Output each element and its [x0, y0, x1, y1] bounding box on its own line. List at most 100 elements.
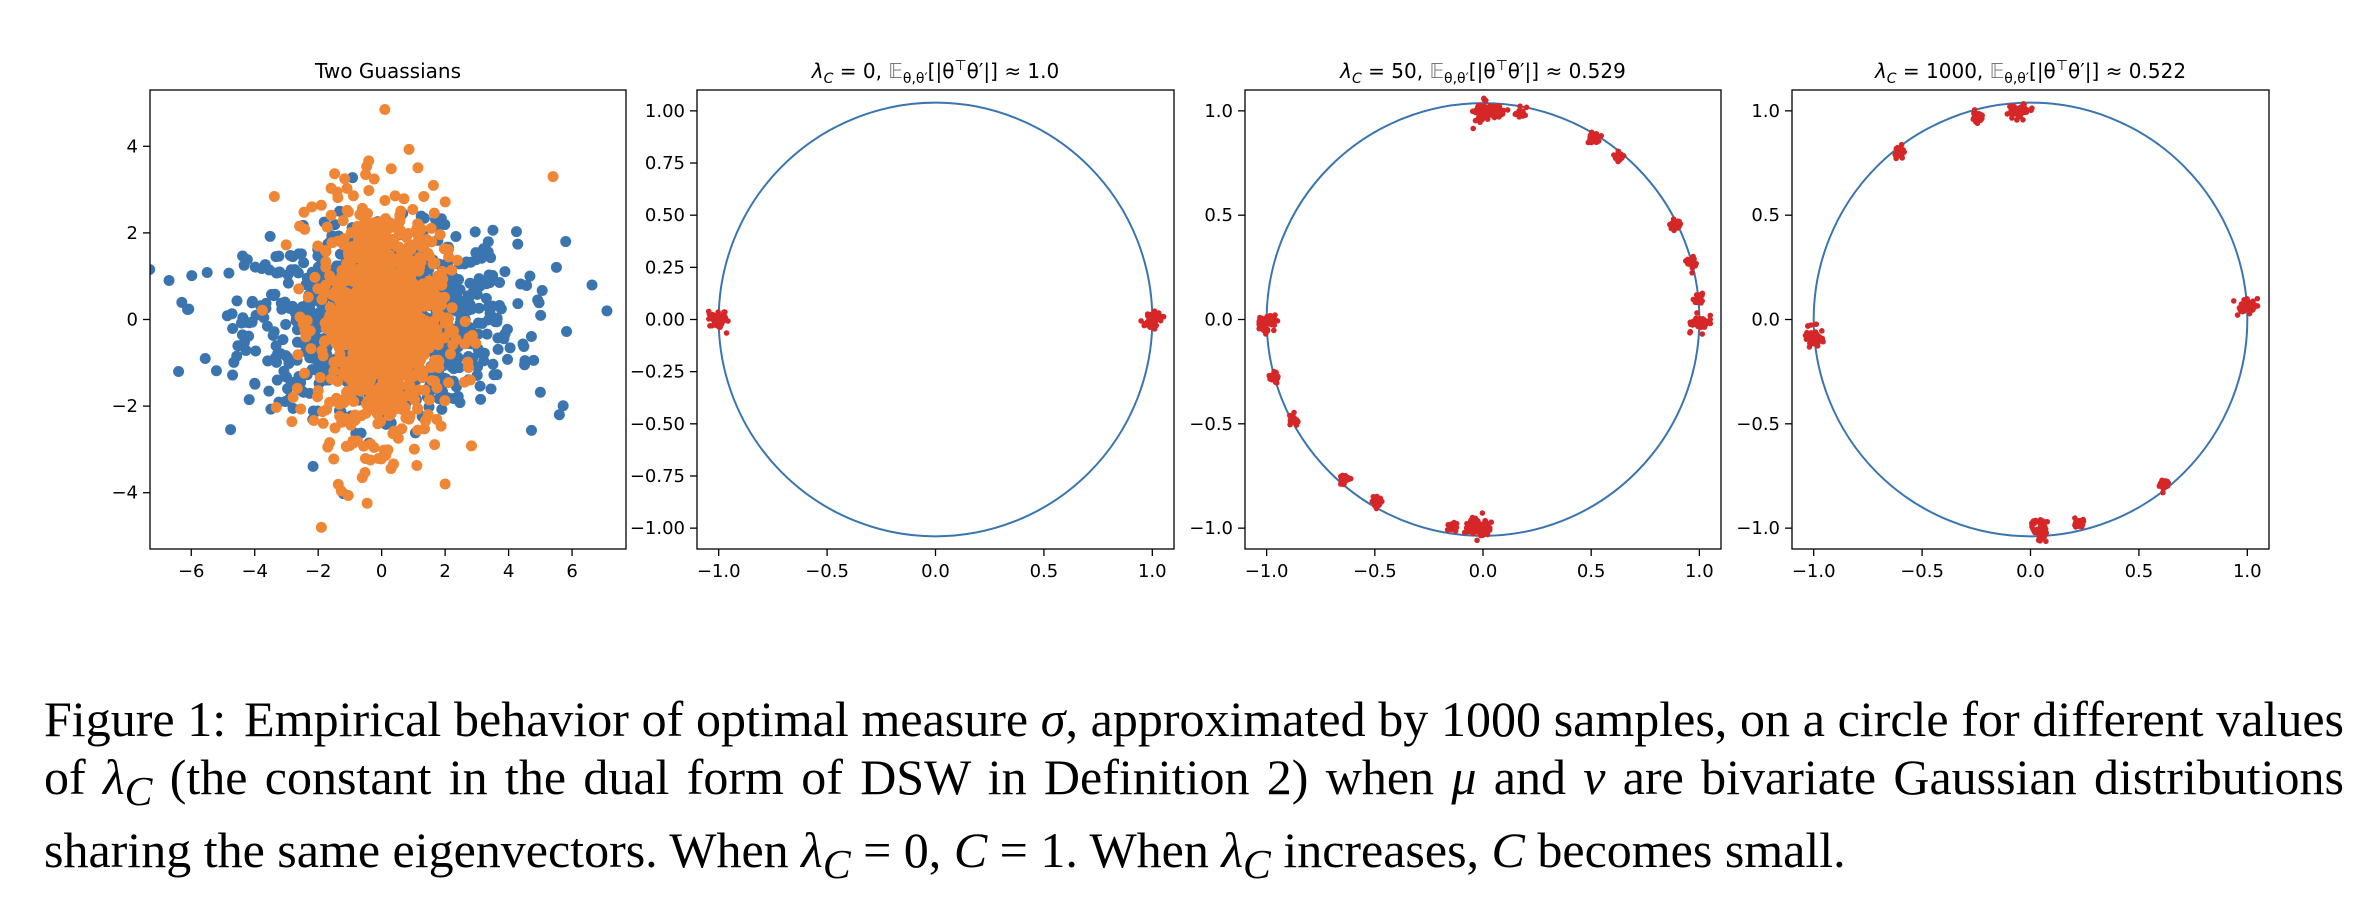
caption-text-9: becomes small.	[1524, 822, 1846, 878]
y-tick-label: 0.75	[645, 153, 685, 174]
orange-point	[444, 326, 456, 338]
sample-point	[1147, 324, 1154, 331]
orange-point	[308, 414, 320, 426]
orange-point	[385, 163, 397, 175]
y-tick-label: 1.00	[645, 101, 685, 122]
orange-point	[365, 401, 377, 413]
orange-point	[325, 209, 337, 221]
blue-point	[270, 251, 282, 263]
orange-point	[320, 322, 332, 334]
blue-point	[550, 261, 562, 273]
panel-title: λC = 50, 𝔼θ,θ′[|θ⊤θ′|] ≈ 0.529	[1339, 58, 1626, 87]
sample-point	[1480, 107, 1486, 114]
orange-point	[298, 206, 310, 218]
sample-point	[1517, 103, 1523, 109]
caption-mu: μ	[1451, 749, 1477, 805]
x-tick-label: 1.0	[2233, 561, 2262, 582]
sample-point	[1687, 260, 1694, 267]
orange-point	[411, 367, 423, 379]
blue-point	[498, 333, 510, 345]
caption-text-2: , approximated by 1000 samples, on a cir…	[44, 691, 2345, 805]
x-tick-label: −0.5	[1353, 561, 1397, 582]
blue-point	[470, 254, 482, 266]
orange-point	[373, 388, 385, 400]
orange-point	[402, 295, 414, 307]
panel-title: Two Guassians	[314, 59, 461, 83]
orange-point	[362, 262, 374, 274]
orange-point	[393, 280, 405, 292]
caption-sigma: σ	[1040, 691, 1066, 747]
orange-point	[397, 391, 409, 403]
x-tick-label: −6	[178, 561, 205, 582]
blue-point	[237, 312, 249, 324]
sample-point	[1481, 95, 1487, 102]
sample-point	[1691, 256, 1697, 262]
blue-point	[298, 257, 310, 269]
orange-point	[437, 273, 449, 285]
y-tick-label: 0	[127, 310, 138, 331]
orange-point	[319, 245, 331, 257]
sample-point	[2007, 103, 2013, 110]
sample-point	[1698, 297, 1705, 304]
orange-point	[400, 262, 412, 274]
orange-point	[280, 239, 292, 251]
blue-point	[249, 377, 261, 389]
sample-point	[2246, 305, 2253, 311]
unit-circle	[1265, 102, 1701, 537]
caption-text-4: and	[1476, 749, 1584, 805]
sample-point	[2020, 116, 2026, 123]
sample-point	[1479, 510, 1486, 516]
sample-point	[1492, 111, 1499, 118]
orange-point	[391, 340, 403, 352]
sample-point	[1138, 318, 1144, 324]
sample-point	[1475, 520, 1481, 526]
sample-point	[2014, 117, 2020, 123]
blue-point	[499, 266, 511, 278]
orange-point	[420, 415, 432, 427]
orange-point	[381, 289, 393, 301]
blue-point	[492, 343, 504, 355]
sample-point	[1160, 313, 1167, 320]
blue-point	[268, 326, 280, 338]
sample-point	[1979, 115, 1985, 122]
unit-circle	[717, 101, 1154, 538]
sample-point	[2043, 538, 2049, 545]
orange-point	[444, 348, 456, 360]
orange-point	[464, 374, 476, 386]
y-tick-label: 2	[127, 223, 138, 244]
blue-point	[518, 340, 530, 352]
orange-point	[356, 222, 368, 234]
orange-point	[397, 347, 409, 359]
x-tick-label: 0.0	[921, 561, 950, 582]
orange-point	[413, 283, 425, 295]
orange-point	[362, 376, 374, 388]
sample-point	[1465, 524, 1471, 531]
orange-point	[410, 238, 422, 250]
axes-frame	[696, 89, 1175, 550]
orange-point	[336, 270, 348, 282]
orange-point	[547, 171, 559, 183]
x-tick-label: 0.5	[2125, 561, 2154, 582]
caption-c-2: C	[1491, 822, 1525, 878]
orange-point	[292, 349, 304, 361]
orange-point	[315, 199, 327, 211]
x-tick-label: 1.0	[1685, 561, 1714, 582]
blue-point	[512, 298, 524, 310]
sample-point	[2009, 115, 2015, 121]
orange-point	[400, 358, 412, 370]
blue-point	[560, 236, 572, 248]
orange-point	[287, 391, 299, 403]
y-tick-label: −1.0	[1189, 518, 1233, 539]
orange-point	[315, 521, 327, 533]
orange-point	[329, 168, 341, 180]
orange-point	[385, 408, 397, 420]
x-tick-label: −0.5	[1900, 561, 1944, 582]
sample-point	[1694, 310, 1700, 316]
panel-title: λC = 0, 𝔼θ,θ′[|θ⊤θ′|] ≈ 1.0	[811, 58, 1060, 87]
orange-point	[268, 190, 280, 202]
orange-point	[351, 435, 363, 447]
blue-point	[476, 317, 488, 329]
y-tick-label: −0.75	[630, 466, 685, 487]
orange-point	[318, 336, 330, 348]
orange-point	[378, 372, 390, 384]
